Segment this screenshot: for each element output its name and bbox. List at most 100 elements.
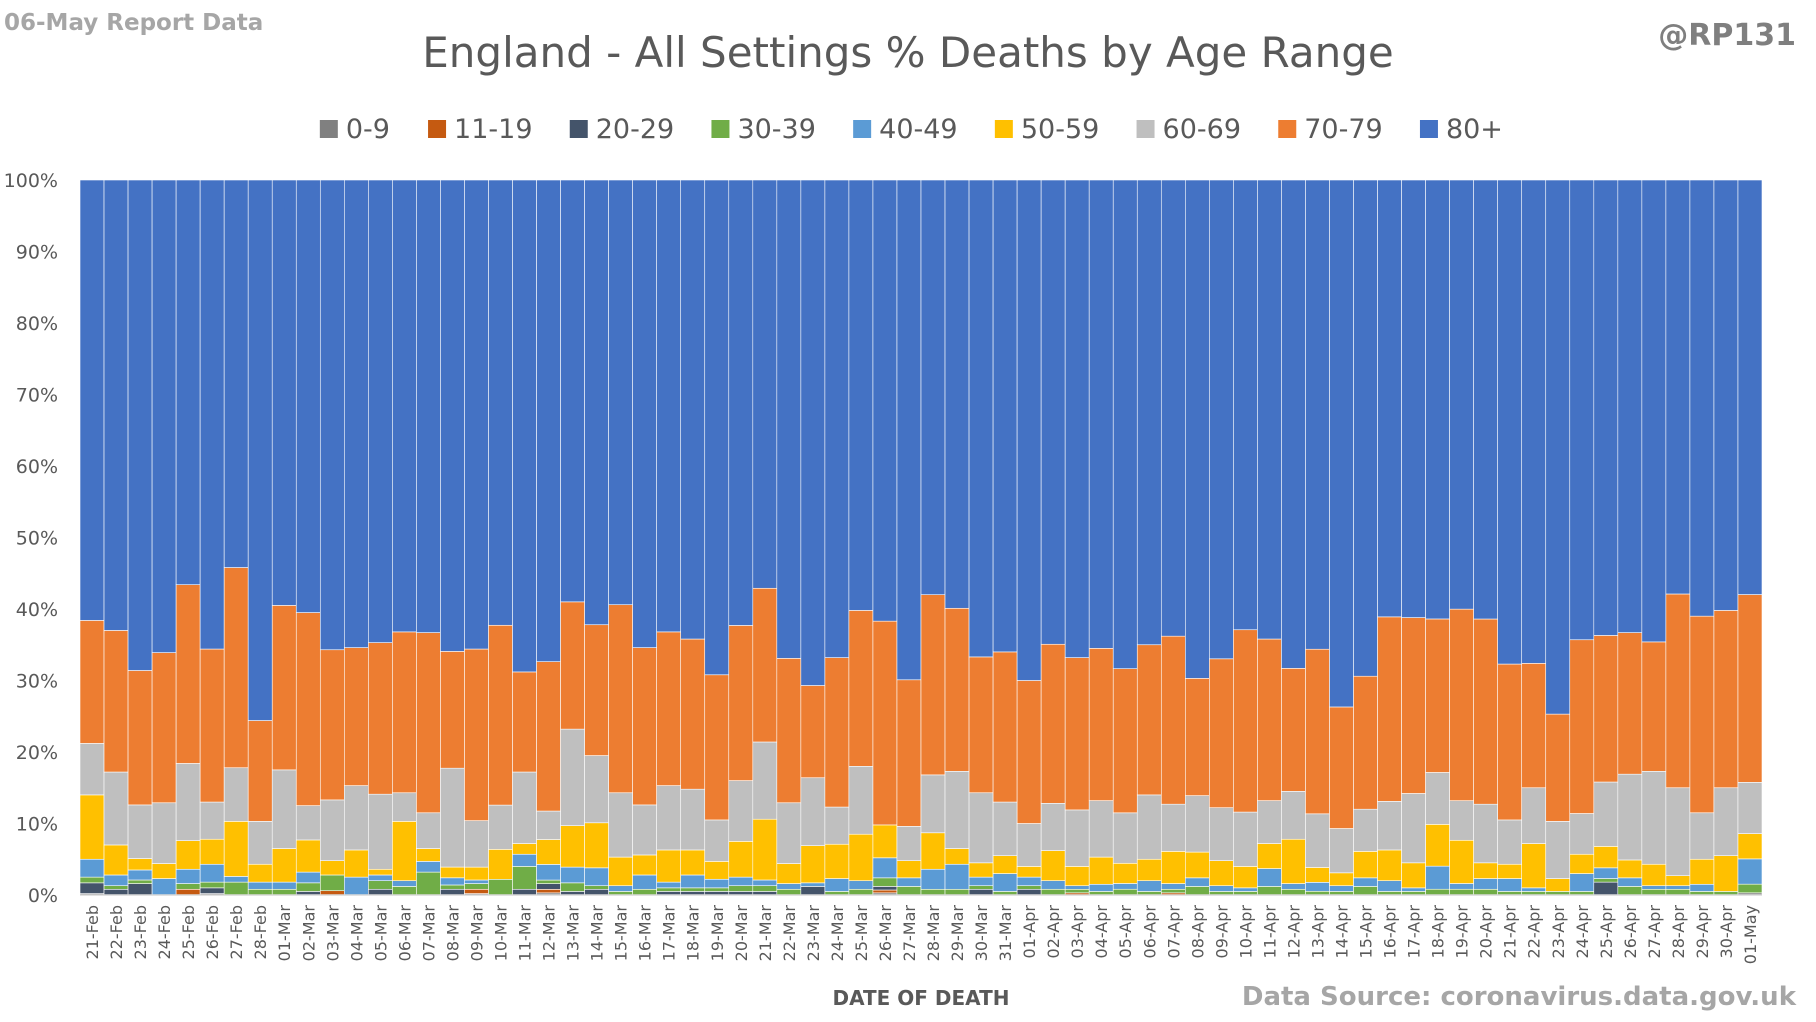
bar-stack (992, 179, 1018, 896)
bar-segment (127, 179, 153, 671)
bar-segment (1305, 867, 1330, 883)
bar-stack (824, 179, 850, 896)
bar-segment (1305, 179, 1330, 650)
x-tick-label: 03-Mar (323, 905, 342, 962)
bar-segment (247, 720, 273, 822)
x-tick-label: 27-Mar (900, 905, 919, 962)
bar-segment (872, 824, 898, 859)
bar-stack (127, 179, 153, 896)
bar-segment (1329, 885, 1354, 892)
bar-segment (968, 876, 994, 887)
bar-segment (560, 866, 585, 884)
bar-stack (175, 179, 201, 896)
bar-segment (1160, 803, 1186, 852)
bar-segment (416, 871, 441, 896)
bar-stack (1617, 179, 1643, 896)
bar-segment (368, 179, 393, 643)
bar-segment (1136, 179, 1162, 646)
bar-segment (295, 871, 321, 884)
bar-segment (536, 179, 561, 662)
x-tick-label: 24-Mar (828, 905, 847, 962)
legend-swatch (1136, 120, 1155, 138)
bar-segment (127, 879, 153, 884)
bar-segment (175, 883, 201, 890)
bar-segment (1449, 608, 1474, 801)
bar-stack (1064, 179, 1090, 896)
bar-stack (704, 179, 730, 896)
bar-segment (1641, 179, 1667, 643)
bar-stack (1233, 179, 1258, 896)
bar-segment (1593, 635, 1619, 783)
bar-segment (536, 883, 561, 890)
bar-stack (584, 179, 609, 896)
bar-segment (488, 624, 513, 806)
bar-segment (1521, 663, 1547, 789)
bar-stack (223, 179, 249, 896)
bar-segment (1136, 644, 1162, 796)
bar-segment (1425, 179, 1450, 620)
x-tick-label: 14-Apr (1333, 905, 1352, 959)
bar-segment (1569, 853, 1595, 874)
x-tick-label: 10-Mar (492, 905, 511, 962)
bar-segment (1593, 881, 1619, 896)
bar-segment (944, 607, 970, 772)
bar-stack (1689, 179, 1715, 896)
bar-segment (824, 806, 850, 845)
bar-segment (560, 179, 585, 603)
x-tick-label: 19-Mar (708, 905, 727, 962)
bar-segment (319, 799, 345, 861)
bar-segment (151, 878, 177, 896)
bar-stack (944, 179, 970, 896)
bar-segment (920, 179, 946, 596)
bar-segment (560, 825, 585, 868)
bar-segment (1497, 878, 1523, 892)
bar-segment (127, 869, 153, 881)
bar-segment (752, 587, 778, 743)
bar-segment (392, 886, 417, 896)
bar-segment (728, 876, 754, 887)
legend-label: 50-59 (1021, 114, 1099, 145)
bar-segment (608, 179, 633, 606)
x-tick-label: 16-Mar (636, 905, 655, 962)
bar-segment (1185, 877, 1210, 887)
bar-segment (1737, 594, 1763, 783)
x-tick-label: 04-Mar (347, 905, 366, 962)
bar-segment (824, 843, 850, 879)
bar-stack (319, 179, 345, 896)
x-tick-label: 30-Mar (972, 905, 991, 962)
y-tick-label: 90% (16, 242, 58, 264)
bar-segment (944, 770, 970, 849)
bar-segment (1473, 618, 1498, 805)
bar-segment (848, 765, 874, 835)
bar-segment (247, 888, 273, 896)
bar-segment (1040, 802, 1066, 851)
bar-segment (608, 604, 633, 794)
bar-segment (271, 888, 297, 896)
bar-segment (584, 888, 609, 896)
bar-segment (752, 179, 778, 589)
bar-segment (752, 885, 778, 892)
bar-segment (1353, 886, 1378, 896)
bar-stack (199, 179, 225, 896)
bar-stack (1353, 179, 1378, 896)
bar-segment (319, 874, 345, 892)
bar-segment (488, 804, 513, 850)
bar-segment (295, 612, 321, 806)
bar-segment (440, 888, 465, 896)
bar-segment (1449, 839, 1474, 884)
bar-segment (800, 886, 826, 896)
x-tick-label: 18-Apr (1429, 905, 1448, 959)
bar-stack (848, 179, 874, 896)
bar-segment (512, 888, 537, 896)
bar-segment (968, 656, 994, 794)
bar-segment (1257, 179, 1282, 640)
bar-segment (1160, 851, 1186, 884)
bar-segment (872, 857, 898, 879)
bar-segment (752, 879, 778, 887)
x-tick-label: 21-Feb (83, 905, 102, 959)
bar-segment (656, 881, 682, 889)
x-tick-label: 22-Apr (1525, 905, 1544, 959)
bar-stack (1088, 179, 1114, 896)
x-tick-label: 08-Apr (1188, 905, 1207, 959)
bar-segment (968, 862, 994, 878)
